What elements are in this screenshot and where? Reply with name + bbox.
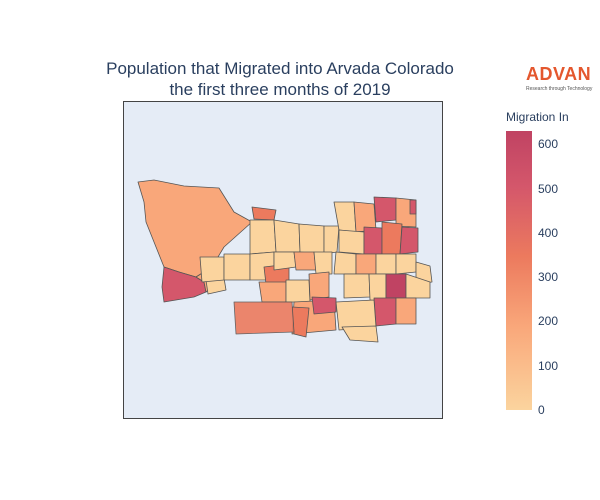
colorbar bbox=[506, 131, 532, 410]
region-e18 bbox=[373, 297, 397, 327]
region-c3 bbox=[298, 223, 325, 255]
region-c11 bbox=[313, 251, 333, 275]
advan-logo: ADVAN Research through Technology bbox=[526, 64, 596, 92]
region-c1 bbox=[249, 219, 277, 255]
colorbar-tick-label: 600 bbox=[538, 137, 559, 152]
colorbar-tick-label: 400 bbox=[538, 225, 559, 240]
colorbar-tick-label: 500 bbox=[538, 181, 559, 196]
colorbar-tick-label: 300 bbox=[538, 270, 559, 285]
region-c6 bbox=[223, 253, 251, 281]
region-c14 bbox=[308, 271, 330, 301]
region-e8 bbox=[399, 226, 419, 255]
region-c9 bbox=[273, 251, 297, 271]
region-southwest-2 bbox=[291, 306, 310, 338]
region-e11 bbox=[375, 253, 397, 275]
region-e6 bbox=[363, 226, 383, 255]
region-e3 bbox=[373, 196, 397, 223]
colorbar-tick-label: 100 bbox=[538, 358, 559, 373]
region-north-top bbox=[251, 206, 277, 221]
region-e16 bbox=[385, 273, 407, 299]
region-e17 bbox=[405, 273, 431, 299]
logo-tagline: Research through Technology bbox=[526, 86, 593, 92]
colorbar-tick-label: 0 bbox=[538, 403, 545, 417]
chart-title: Population that Migrated into Arvada Col… bbox=[20, 58, 540, 100]
region-e12 bbox=[395, 253, 417, 275]
region-e20 bbox=[335, 299, 377, 331]
region-e7 bbox=[381, 221, 403, 255]
colorbar-title: Migration In bbox=[506, 110, 569, 124]
title-line-2: the first three months of 2019 bbox=[169, 80, 391, 99]
region-south-wide bbox=[233, 301, 295, 335]
region-e5 bbox=[338, 229, 365, 255]
region-e9 bbox=[333, 251, 357, 275]
region-e14 bbox=[343, 273, 371, 299]
map-plot-area[interactable] bbox=[123, 101, 443, 419]
title-line-1: Population that Migrated into Arvada Col… bbox=[106, 59, 454, 78]
logo-wordmark: ADVAN bbox=[526, 64, 592, 84]
region-south-2 bbox=[311, 296, 337, 315]
region-c12 bbox=[258, 281, 287, 303]
region-e22 bbox=[409, 199, 417, 215]
choropleth-map[interactable] bbox=[124, 102, 444, 420]
region-c2 bbox=[273, 219, 301, 253]
region-e10 bbox=[355, 253, 377, 275]
region-e19 bbox=[395, 297, 417, 325]
region-e21 bbox=[341, 325, 379, 343]
region-c13 bbox=[285, 279, 311, 303]
region-c5 bbox=[199, 256, 225, 283]
colorbar-tick-label: 200 bbox=[538, 314, 559, 329]
region-c4 bbox=[323, 225, 340, 255]
region-c10 bbox=[293, 251, 317, 271]
